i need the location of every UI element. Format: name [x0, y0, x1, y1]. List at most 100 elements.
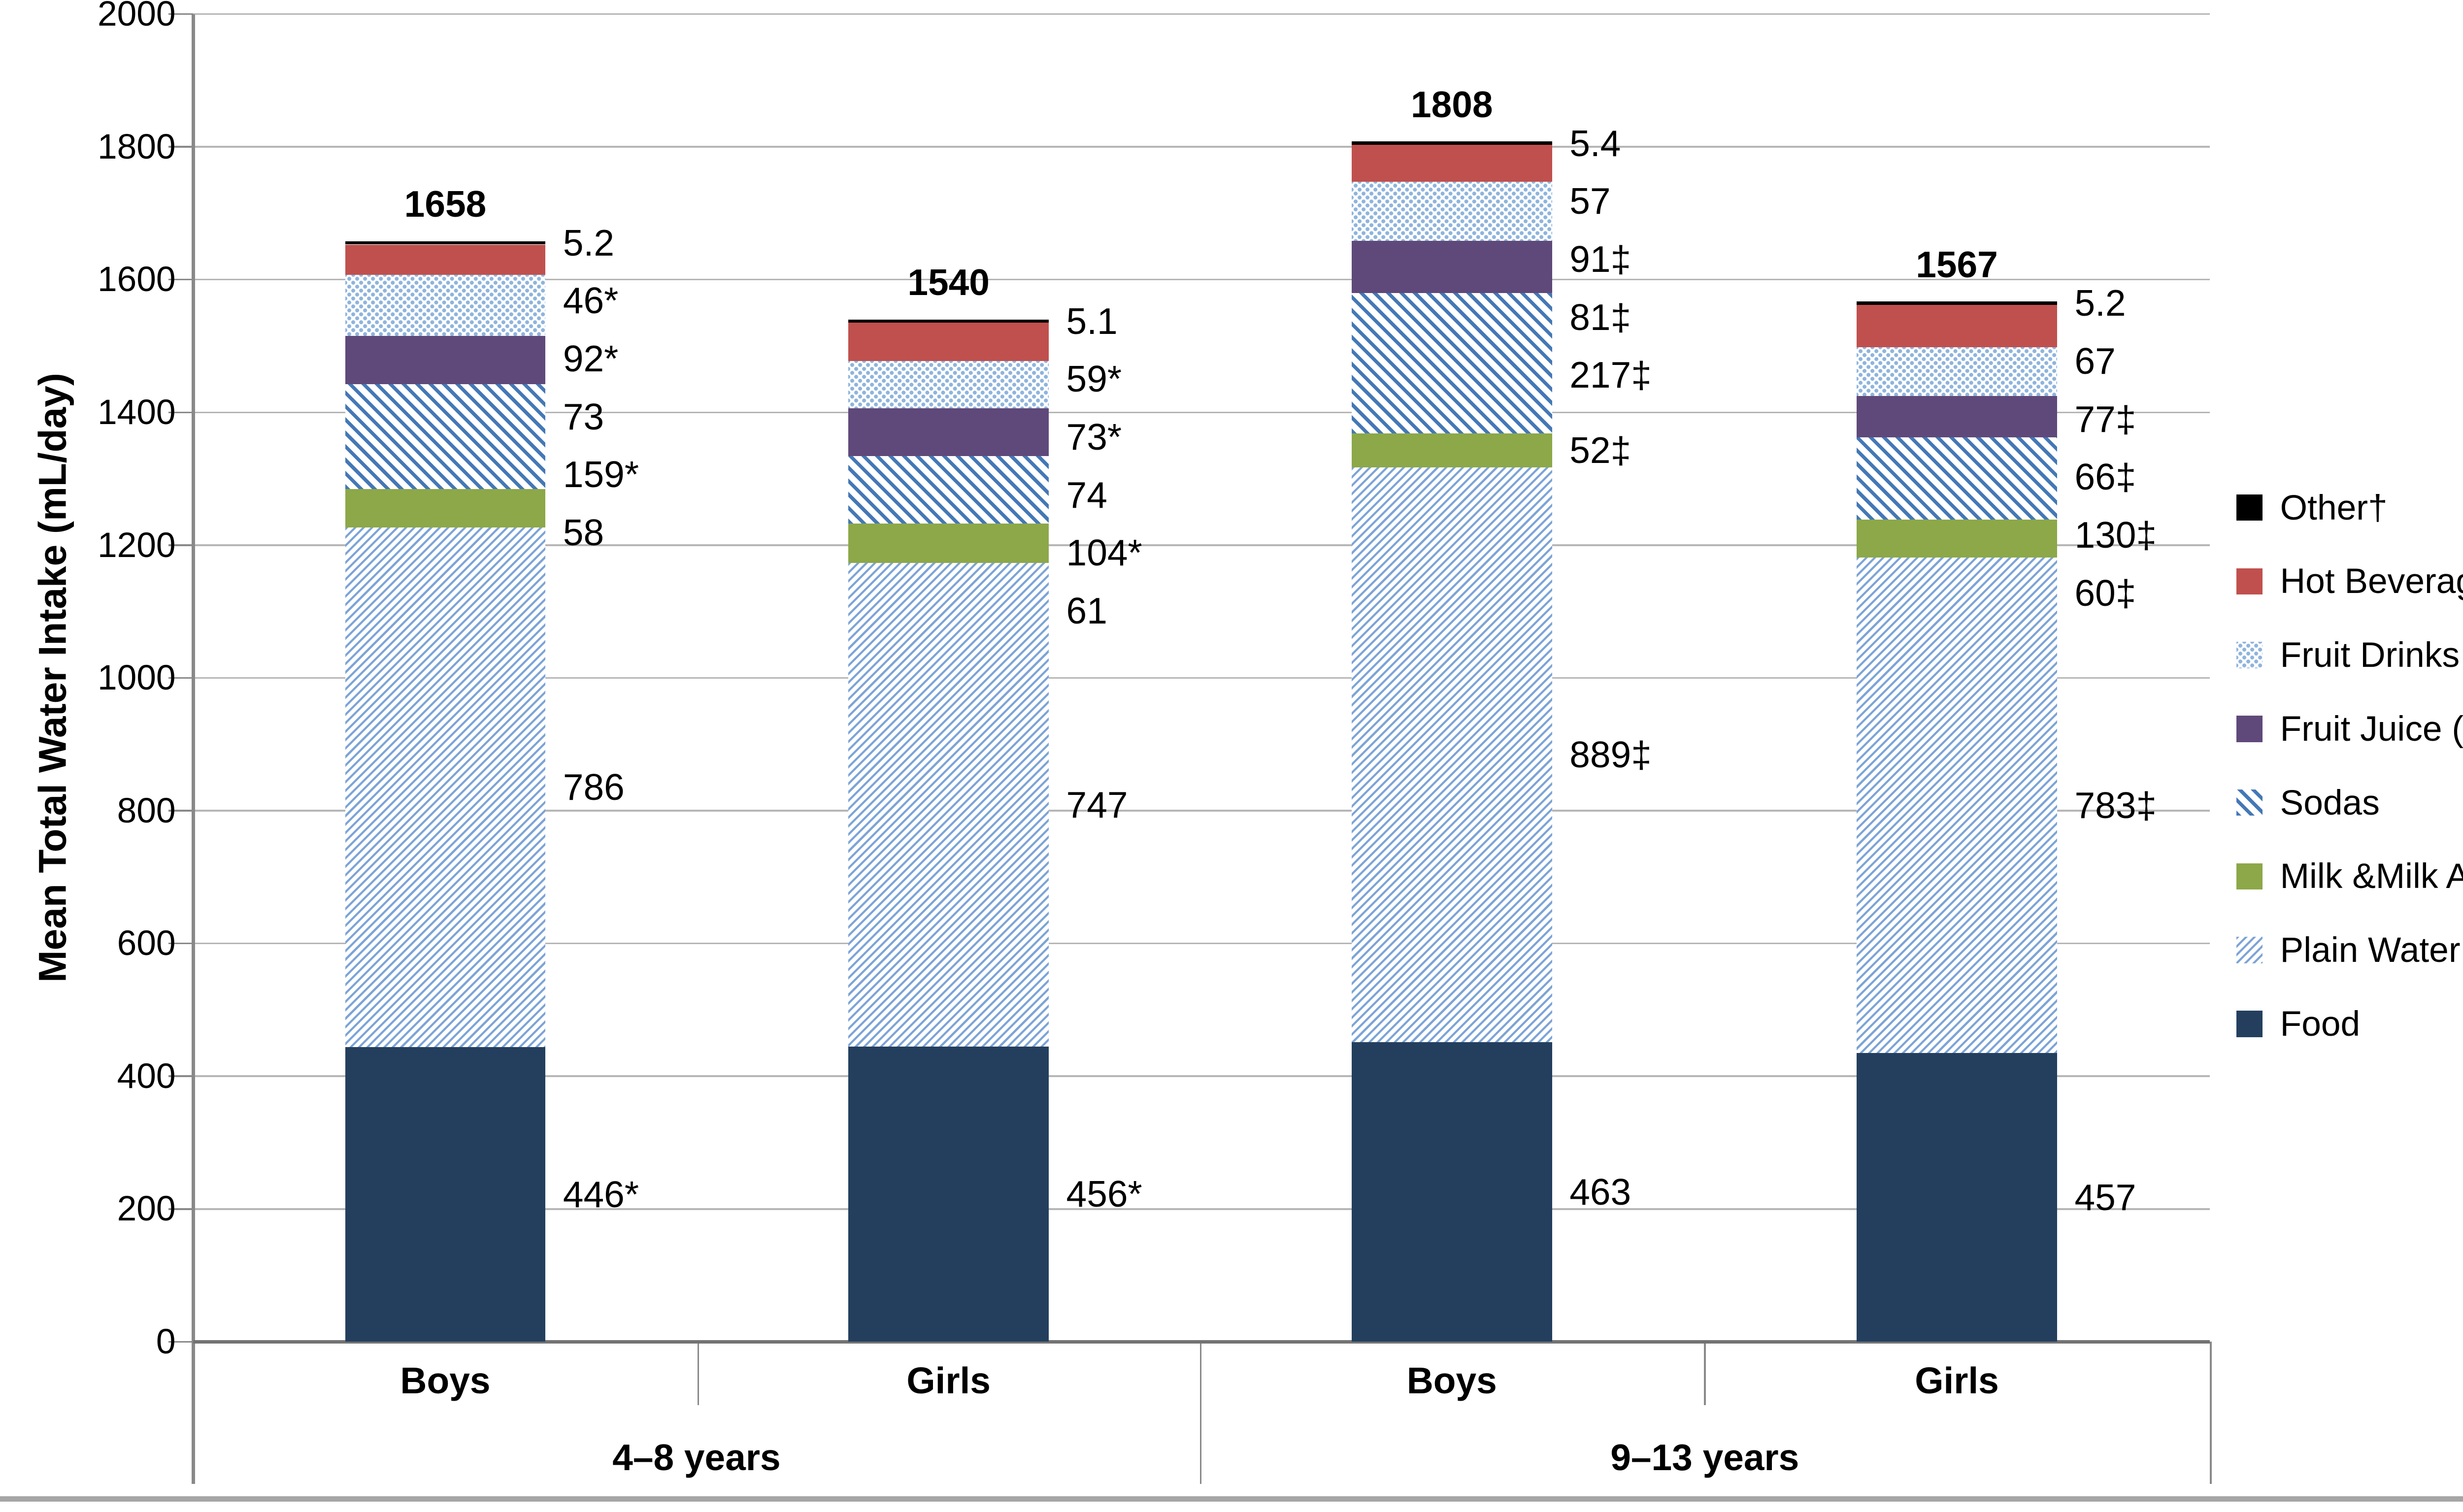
legend-item: Milk &Milk Alternatives	[2236, 840, 2463, 914]
bar-segment-value: 59*	[1066, 358, 1122, 400]
bar-segment-other	[1352, 141, 1552, 145]
gridline	[193, 146, 2210, 148]
bar-segment-value: 783‡	[2074, 784, 2157, 826]
bar-segment-sodas	[345, 384, 546, 490]
gridline	[193, 677, 2210, 679]
legend-swatch-fruit_drinks	[2236, 642, 2263, 668]
x-category-label: Boys	[1406, 1359, 1497, 1401]
y-axis-line	[191, 14, 195, 1484]
y-axis-tick	[168, 942, 194, 945]
bar-total-label: 1808	[1411, 84, 1493, 126]
legend: Other† Hot Beverages Fruit Drinks Fruit Jui…	[2236, 471, 2463, 1061]
bar-segment-food	[848, 1046, 1049, 1342]
y-axis-tick	[168, 13, 194, 15]
bar-segment-value: 5.2	[563, 222, 614, 263]
bar-segment-value: 217‡	[1569, 354, 1652, 396]
bar-segment-sodas	[848, 456, 1049, 524]
bar-segment-value: 73*	[1066, 416, 1122, 458]
bar-segment-fruit_juice	[345, 335, 546, 384]
bar-segment-value: 73	[563, 395, 604, 437]
bar-segment-value: 66‡	[2074, 456, 2136, 498]
x-axis-line	[193, 1340, 2210, 1344]
legend-item: Sodas	[2236, 766, 2463, 840]
legend-item: Fruit Juice (fresh, no sugar)	[2236, 692, 2463, 766]
y-tick-label: 200	[117, 1189, 176, 1229]
bar-segment-value: 5.2	[2074, 282, 2126, 324]
gridline	[193, 1075, 2210, 1078]
y-axis-tick	[168, 278, 194, 281]
category-divider	[1704, 1342, 1706, 1405]
x-category-label: Girls	[906, 1359, 991, 1401]
bar-segment-food	[1352, 1042, 1552, 1342]
bar-segment-value: 77‡	[2074, 398, 2136, 440]
y-tick-label: 1800	[97, 127, 176, 166]
bar-total-label: 1658	[404, 183, 487, 225]
legend-item: Hot Beverages	[2236, 544, 2463, 618]
legend-swatch-milk	[2236, 863, 2263, 890]
x-group-label: 9–13 years	[1610, 1437, 1799, 1479]
bar-segment-sodas	[1352, 293, 1552, 434]
bar-segment-sodas	[1857, 437, 2057, 520]
gridline	[193, 942, 2210, 945]
bar-segment-value: 463	[1569, 1171, 1631, 1213]
y-tick-label: 400	[117, 1056, 176, 1096]
x-category-label: Boys	[400, 1359, 491, 1401]
bar-segment-fruit_drinks	[1857, 347, 2057, 396]
legend-swatch-food	[2236, 1011, 2263, 1037]
bar-segment-plain_water	[1352, 467, 1552, 1043]
legend-label: Fruit Drinks	[2280, 635, 2460, 675]
y-tick-label: 1000	[97, 658, 176, 698]
bar-segment-value: 91‡	[1569, 238, 1631, 280]
legend-swatch-fruit_juice	[2236, 716, 2263, 742]
y-tick-label: 2000	[97, 0, 176, 34]
y-tick-label: 0	[156, 1322, 176, 1362]
gridline	[193, 544, 2210, 546]
bar-segment-value: 786	[563, 766, 625, 808]
y-tick-label: 600	[117, 923, 176, 963]
bar-segment-other	[848, 319, 1049, 323]
bar-segment-plain_water	[848, 562, 1049, 1047]
legend-swatch-other	[2236, 494, 2263, 521]
gridline	[193, 13, 2210, 15]
y-axis-tick	[168, 677, 194, 679]
bar-segment-fruit_drinks	[848, 361, 1049, 408]
bar-segment-value: 159*	[563, 454, 639, 495]
legend-item: Fruit Drinks	[2236, 618, 2463, 692]
legend-item: Food	[2236, 987, 2463, 1061]
bar-segment-value: 5.1	[1066, 300, 1118, 342]
bar-segment-fruit_drinks	[1352, 182, 1552, 241]
y-tick-label: 800	[117, 790, 176, 830]
bar-segment-milk	[848, 523, 1049, 563]
bar-segment-value: 92*	[563, 338, 619, 379]
bar-segment-value: 67	[2074, 340, 2116, 382]
legend-swatch-hot_beverages	[2236, 568, 2263, 595]
bar-segment-value: 456*	[1066, 1173, 1142, 1215]
x-category-label: Girls	[1915, 1359, 1999, 1401]
bar-total-label: 1567	[1916, 243, 1998, 285]
legend-label: Fruit Juice (fresh, no sugar)	[2280, 709, 2463, 749]
legend-item: Other†	[2236, 471, 2463, 545]
bar-segment-value: 104*	[1066, 532, 1142, 574]
bar-segment-value: 81‡	[1569, 296, 1631, 338]
bar-segment-hot_beverages	[848, 323, 1049, 361]
legend-label: Plain Water	[2280, 930, 2461, 970]
gridline	[193, 278, 2210, 281]
legend-swatch-sodas	[2236, 789, 2263, 816]
legend-label: Food	[2280, 1004, 2361, 1044]
bar-segment-value: 74	[1066, 474, 1107, 516]
legend-swatch-plain_water	[2236, 937, 2263, 963]
bar-segment-fruit_juice	[1857, 395, 2057, 438]
gridline	[193, 810, 2210, 812]
bar-segment-value: 52‡	[1569, 429, 1631, 471]
legend-label: Milk &Milk Alternatives	[2280, 856, 2463, 896]
y-axis-tick	[168, 411, 194, 414]
bar-segment-fruit_drinks	[345, 275, 546, 336]
legend-label: Other†	[2280, 488, 2388, 527]
legend-label: Sodas	[2280, 783, 2380, 822]
bar-segment-hot_beverages	[345, 244, 546, 275]
bar-segment-value: 130‡	[2074, 514, 2157, 556]
bar-segment-food	[1857, 1052, 2057, 1342]
y-tick-label: 1200	[97, 525, 176, 565]
gridline	[193, 411, 2210, 414]
